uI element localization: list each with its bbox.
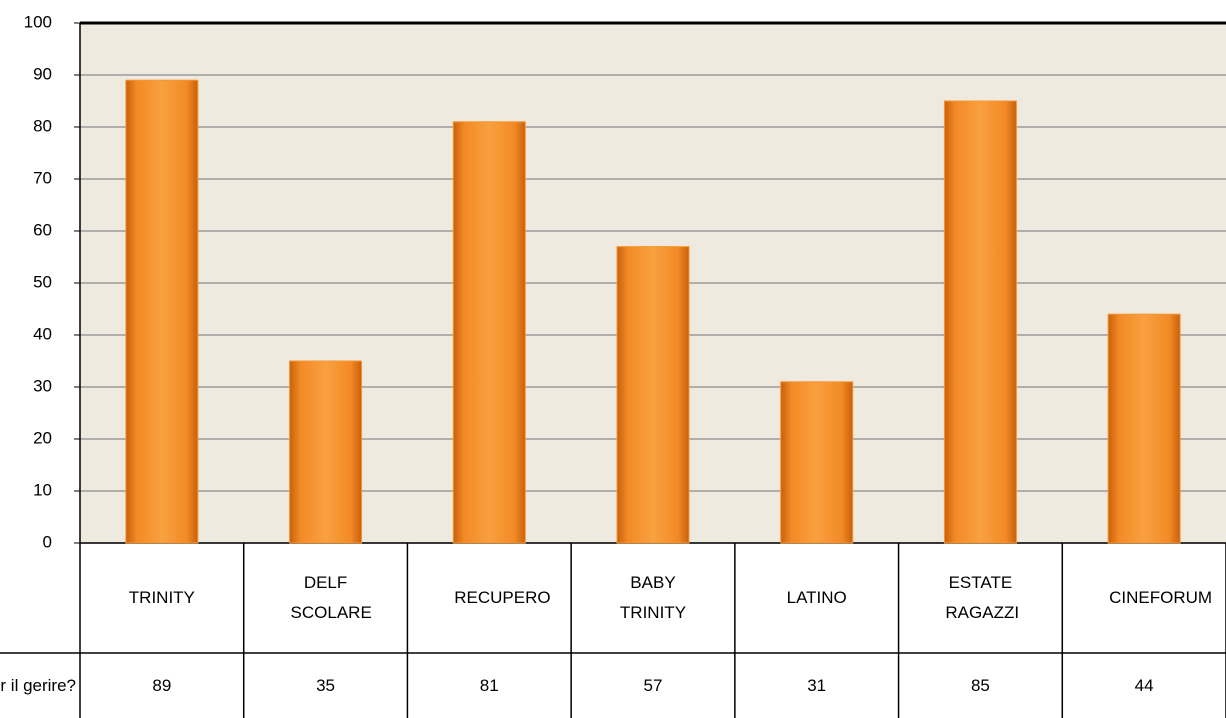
- bar: [616, 246, 690, 544]
- y-tick-label: 100: [24, 12, 52, 31]
- table-value: 31: [735, 653, 899, 718]
- y-tick-label: 40: [33, 324, 52, 343]
- table-value: 57: [571, 653, 735, 718]
- table-value-text: 85: [970, 675, 990, 695]
- bar: [943, 100, 1017, 544]
- y-tick-label: 20: [33, 428, 52, 447]
- x-tick-label: DELF SCOLARE: [244, 543, 408, 653]
- y-tick-label: 80: [33, 116, 52, 135]
- x-tick-label: ESTATE RAGAZZI: [899, 543, 1063, 653]
- x-tick-label-text: LATINO: [786, 588, 847, 607]
- table-value-text: 57: [643, 675, 663, 695]
- x-tick-label: BABY TRINITY: [571, 543, 735, 653]
- x-tick-label-text: TRINITY: [128, 588, 195, 607]
- bar: [125, 79, 199, 544]
- x-tick-label: TRINITY: [80, 543, 244, 653]
- table-value-text: 44: [1134, 675, 1154, 695]
- y-tick-label: 70: [33, 168, 52, 187]
- table-value: 85: [899, 653, 1063, 718]
- table-value-text: 81: [479, 675, 499, 695]
- table-value: 35: [244, 653, 408, 718]
- x-tick-label-text: DELF SCOLARE: [290, 573, 372, 622]
- x-tick-label-text: ESTATE RAGAZZI: [945, 573, 1020, 622]
- x-tick-label-text: CINEFORUM: [1109, 588, 1213, 607]
- x-tick-label: RECUPERO: [407, 543, 571, 653]
- bar: [1107, 313, 1181, 544]
- bar: [780, 381, 854, 544]
- table-value-text: 35: [316, 675, 335, 695]
- x-tick-label-text: BABY TRINITY: [619, 573, 687, 622]
- x-tick-label-text: RECUPERO: [454, 588, 551, 607]
- table-value-text: 31: [807, 675, 827, 695]
- table-value-text: 89: [152, 675, 172, 695]
- x-tick-label: CINEFORUM: [1062, 543, 1226, 653]
- x-tick-label: LATINO: [735, 543, 899, 653]
- bar: [289, 360, 363, 544]
- legend-label-text: per il gerire?: [0, 675, 76, 695]
- y-tick-label: 30: [33, 376, 52, 395]
- table-value: 44: [1062, 653, 1226, 718]
- bar: [452, 121, 526, 544]
- y-tick-label: 10: [33, 480, 52, 499]
- table-value: 89: [80, 653, 244, 718]
- y-tick-label: 0: [43, 532, 52, 551]
- legend-label: per il gerire?: [0, 653, 76, 718]
- y-tick-label: 90: [33, 64, 52, 83]
- y-tick-label: 50: [33, 272, 52, 291]
- table-value: 81: [407, 653, 571, 718]
- y-tick-label: 60: [33, 220, 52, 239]
